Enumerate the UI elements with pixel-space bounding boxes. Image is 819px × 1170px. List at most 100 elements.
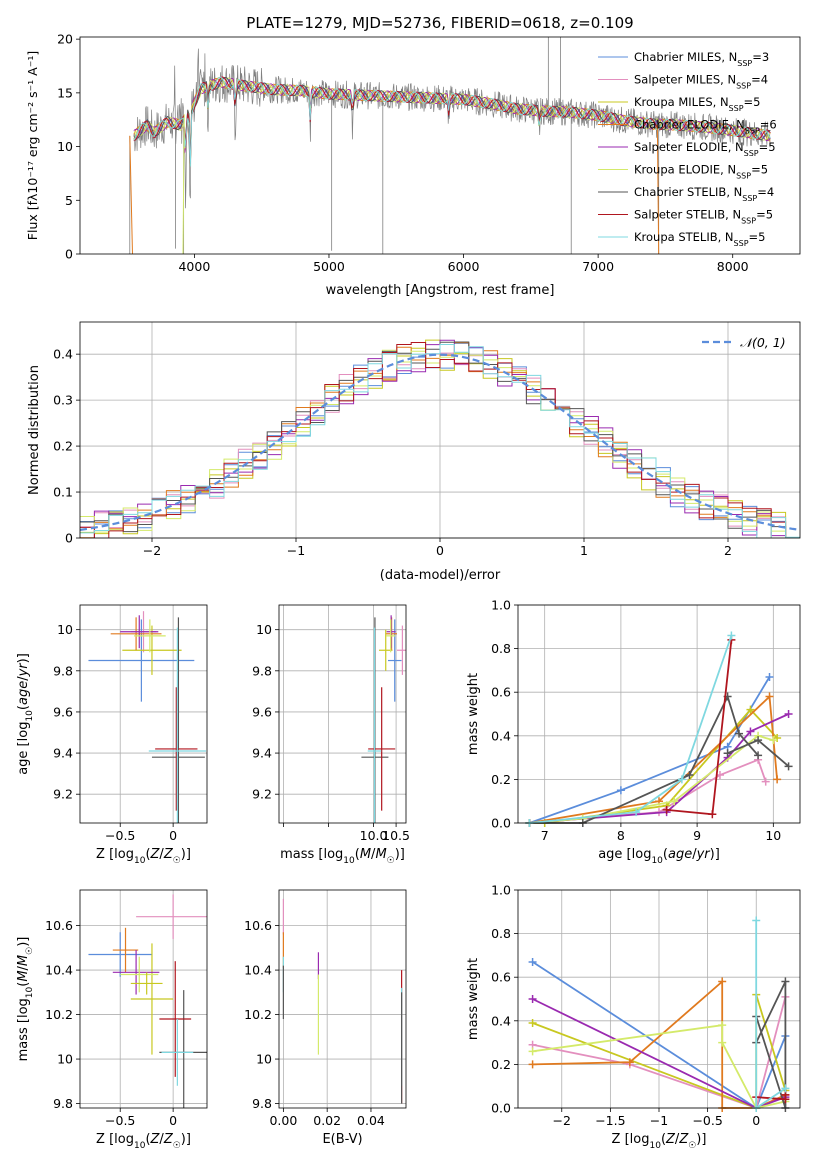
x-tick-label: 0.00: [269, 1113, 297, 1128]
label-part: age [log: [598, 847, 651, 862]
x-tick-label: 0.04: [357, 1113, 385, 1128]
legend-entry: Chabrier STELIB, NSSP=4: [634, 185, 774, 203]
y-tick-label: 0: [65, 531, 73, 546]
y-axis-label: mass weight: [466, 673, 481, 755]
y-axis-label: age [log10(age/yr)]: [16, 653, 35, 775]
y-tick-label: 0.0: [491, 816, 511, 831]
mass-weight-marker: [781, 1084, 790, 1093]
x-tick-label: 9: [693, 828, 701, 843]
y-tick-label: 9.4: [252, 746, 272, 761]
y-tick-label: 9.8: [53, 1096, 73, 1111]
label-part: (: [145, 847, 150, 862]
y-tick-label: 10.2: [45, 1007, 73, 1022]
label-part: M: [16, 955, 31, 966]
label-part: /: [371, 847, 376, 862]
y-tick-label: 0.6: [491, 685, 511, 700]
label-part: Z: [665, 1132, 676, 1147]
model-spectrum-line: [133, 77, 771, 156]
mass-weight-marker: [723, 749, 732, 758]
y-tick-label: 9.8: [53, 663, 73, 678]
label-part: mass [log: [16, 998, 31, 1061]
y-tick-label: 0.3: [53, 393, 73, 408]
mass-weight-marker: [625, 1058, 634, 1067]
legend-text-part: =6: [760, 118, 777, 132]
legend-text-part: SSP: [744, 149, 759, 158]
legend-entry: Chabrier MILES, NSSP=3: [634, 50, 769, 68]
legend-text-part: SSP: [736, 81, 751, 90]
legend-text-part: =5: [749, 230, 766, 244]
label-part: ☉: [25, 947, 35, 955]
mass-weight-marker: [528, 995, 537, 1003]
legend-text-part: =4: [757, 185, 774, 199]
legend-text-part: Chabrier STELIB, N: [634, 185, 742, 199]
mass-weight-marker: [718, 977, 727, 986]
mass-weight-marker: [746, 727, 755, 736]
legend-text-part: Salpeter MILES, N: [634, 73, 736, 87]
y-tick-label: 0.4: [53, 347, 73, 362]
y-tick-label: 0.2: [491, 1057, 511, 1072]
mass-weight-marker: [727, 631, 736, 640]
label-part: M: [375, 847, 386, 862]
legend-text-part: =5: [744, 95, 761, 109]
legend-text-part: SSP: [745, 126, 760, 135]
mass-weight-marker: [528, 1018, 537, 1027]
y-tick-label: 10.6: [45, 918, 73, 933]
label-part: ☉: [173, 1141, 181, 1151]
label-part: Z [log: [96, 847, 134, 862]
legend-text-part: Salpeter ELODIE, N: [634, 140, 744, 154]
y-tick-label: 5: [65, 193, 73, 208]
legend-text-part: SSP: [734, 239, 749, 248]
label-part: )]: [16, 653, 31, 663]
x-axis-label: Z [log10(Z/Z☉)]: [96, 847, 191, 866]
extinction-mass-panel: 0.00 0.02 0.04 9.8 10 10.2 10.4 10.6 E(B-V): [244, 889, 407, 1147]
mass-weight-marker: [752, 916, 761, 925]
mass-weight-line: [755, 981, 787, 1109]
mass-weight-marker: [765, 692, 774, 701]
x-tick-label: 0: [169, 1113, 177, 1128]
error-bars: [361, 615, 406, 823]
mass-weight-line: [529, 694, 778, 824]
legend-text-part: =5: [751, 163, 768, 177]
spectrum-panel: 4000 5000 6000 7000 8000 0 5 10 15 20 Chabrier MIL…: [25, 32, 801, 298]
x-tick-label: −0.5: [692, 1113, 722, 1128]
x-axis-label: E(B-V): [322, 1132, 362, 1147]
x-tick-label: 10: [765, 828, 781, 843]
figure-title: PLATE=1279, MJD=52736, FIBERID=0618, z=0…: [246, 14, 633, 32]
model-edge-drop: [129, 135, 133, 254]
y-tick-label: 1.0: [491, 883, 511, 898]
mass-weight-marker: [708, 810, 717, 819]
y-tick-label: 9.2: [53, 787, 73, 802]
y-tick-label: 9.4: [53, 746, 73, 761]
y-tick-label: 0: [65, 247, 73, 262]
y-tick-label: 0.4: [491, 1013, 511, 1028]
label-part: yr: [696, 847, 712, 862]
label-part: age: [668, 847, 692, 862]
x-tick-label: 7: [541, 828, 549, 843]
legend-text-part: =4: [751, 73, 768, 87]
x-tick-label: 8: [617, 828, 625, 843]
label-part: /: [692, 847, 697, 862]
mass-weight-marker: [769, 736, 778, 745]
x-tick-label: 0: [169, 828, 177, 843]
legend-entry: 𝒩(0, 1): [740, 335, 786, 350]
legend-text-part: Kroupa MILES, N: [634, 95, 729, 109]
label-part: (: [16, 705, 31, 710]
error-bars: [282, 898, 403, 1104]
mass-weight-marker: [670, 797, 679, 806]
mass-weight-marker: [754, 751, 763, 760]
mass-weight-marker: [735, 729, 744, 738]
legend-text-part: =5: [756, 208, 773, 222]
label-part: M: [360, 847, 371, 862]
mass-weight-marker: [528, 957, 537, 966]
error-bars: [88, 611, 206, 823]
residual-histogram: [80, 344, 800, 538]
mass-weight-marker: [632, 808, 641, 817]
label-part: (: [355, 847, 360, 862]
label-part: E(B-V): [322, 1132, 362, 1147]
y-tick-label: 0.2: [491, 772, 511, 787]
mass-weight-marker: [528, 1047, 537, 1056]
y-tick-label: 9.2: [252, 787, 272, 802]
